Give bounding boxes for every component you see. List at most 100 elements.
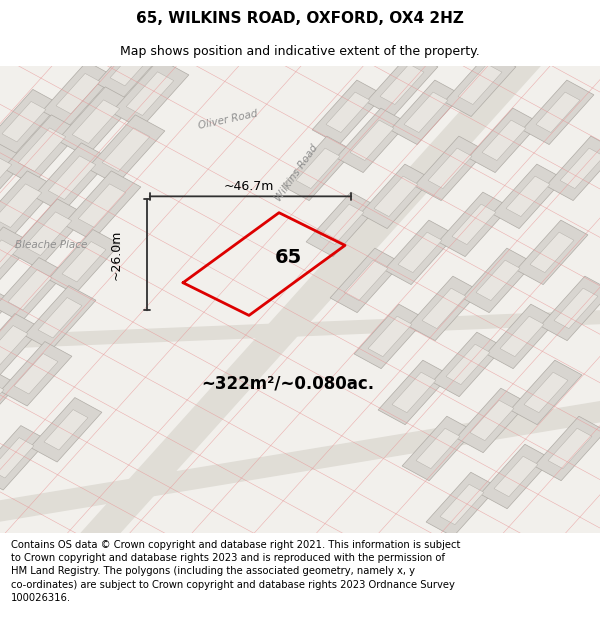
Text: 65: 65 [274,248,302,266]
Polygon shape [326,92,370,132]
Polygon shape [87,115,165,184]
Polygon shape [0,240,18,284]
Polygon shape [320,204,364,244]
Polygon shape [0,438,34,478]
Polygon shape [426,472,498,537]
Polygon shape [3,115,81,184]
Polygon shape [14,354,58,394]
Polygon shape [9,199,87,269]
Polygon shape [380,64,424,104]
Polygon shape [492,164,564,229]
Polygon shape [366,52,438,116]
Polygon shape [378,360,450,424]
Polygon shape [422,288,466,329]
Polygon shape [554,288,598,329]
Polygon shape [534,416,600,481]
Polygon shape [312,80,384,144]
Polygon shape [0,382,4,422]
Polygon shape [282,136,354,201]
Polygon shape [476,260,520,301]
Polygon shape [48,156,96,199]
Polygon shape [72,100,120,144]
Polygon shape [456,388,528,452]
Polygon shape [0,89,60,154]
Polygon shape [0,286,12,350]
Polygon shape [536,92,580,132]
Polygon shape [111,59,189,129]
Polygon shape [0,201,600,625]
Polygon shape [540,276,600,341]
Polygon shape [482,120,526,161]
Text: Oliver Road: Oliver Road [197,108,259,131]
Text: Map shows position and indicative extent of the property.: Map shows position and indicative extent… [120,45,480,58]
Polygon shape [24,286,96,350]
Polygon shape [0,184,42,228]
Polygon shape [30,398,102,462]
Polygon shape [8,269,52,310]
Polygon shape [102,128,150,171]
Polygon shape [458,64,502,104]
Polygon shape [452,204,496,244]
Polygon shape [42,61,114,126]
Polygon shape [126,72,174,116]
Polygon shape [350,120,394,161]
Polygon shape [0,171,57,241]
Text: 65, WILKINS ROAD, OXFORD, OX4 2HZ: 65, WILKINS ROAD, OXFORD, OX4 2HZ [136,11,464,26]
Polygon shape [390,80,462,144]
Polygon shape [384,220,456,284]
Polygon shape [416,428,460,469]
Polygon shape [0,261,600,398]
Polygon shape [444,52,516,116]
Polygon shape [402,416,474,481]
Polygon shape [33,143,111,212]
Polygon shape [560,148,600,189]
Polygon shape [468,108,540,172]
Polygon shape [336,108,408,172]
Polygon shape [48,229,120,294]
Polygon shape [548,428,592,469]
Polygon shape [432,332,504,397]
Polygon shape [404,92,448,132]
Polygon shape [408,276,480,341]
Polygon shape [0,66,600,532]
Polygon shape [516,220,588,284]
Polygon shape [462,248,534,312]
Polygon shape [546,136,600,201]
Polygon shape [392,372,436,413]
Polygon shape [522,80,594,144]
Polygon shape [330,248,402,312]
Polygon shape [0,426,48,490]
Polygon shape [96,33,168,98]
Polygon shape [0,314,42,378]
Polygon shape [486,304,558,369]
Polygon shape [63,171,141,241]
Polygon shape [38,298,82,338]
Polygon shape [0,341,72,406]
Polygon shape [470,400,514,441]
Polygon shape [374,176,418,216]
Polygon shape [0,143,27,212]
Polygon shape [494,456,538,497]
Text: Contains OS data © Crown copyright and database right 2021. This information is : Contains OS data © Crown copyright and d… [11,540,460,602]
Polygon shape [510,360,582,424]
Polygon shape [480,444,552,509]
Polygon shape [530,232,574,272]
Polygon shape [0,227,33,296]
Polygon shape [2,101,46,142]
Polygon shape [57,87,135,156]
Polygon shape [368,316,412,357]
Polygon shape [446,344,490,384]
Polygon shape [506,176,550,216]
Polygon shape [354,304,426,369]
Polygon shape [0,258,66,322]
Text: Bleache Place: Bleache Place [15,241,87,251]
Text: ~46.7m: ~46.7m [224,180,274,193]
Polygon shape [78,184,126,228]
Polygon shape [414,136,486,201]
Polygon shape [344,260,388,301]
Polygon shape [62,241,106,282]
Text: Wilkins Road: Wilkins Road [274,142,320,203]
Polygon shape [0,369,18,434]
Polygon shape [306,192,378,257]
Polygon shape [0,326,28,366]
